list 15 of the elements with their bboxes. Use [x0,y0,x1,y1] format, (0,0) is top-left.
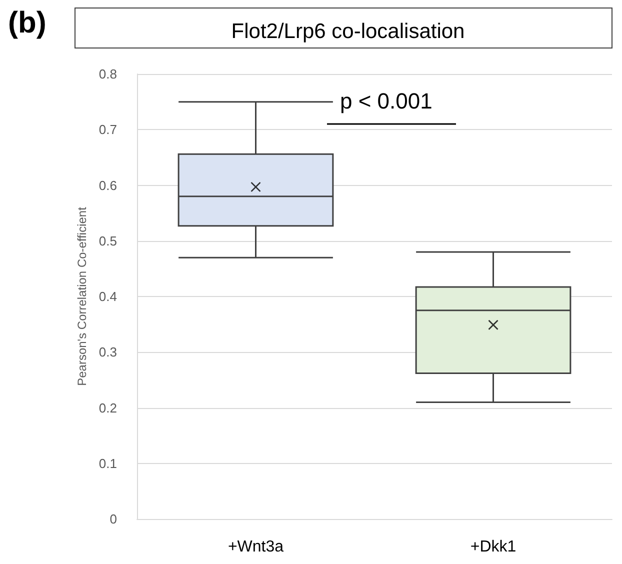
x-tick-label: +Wnt3a [228,538,284,556]
y-tick-label: 0.8 [98,66,117,82]
y-tick-label: 0.7 [98,122,117,138]
y-tick-label: 0.3 [98,344,117,360]
text: (b) [8,6,46,40]
chart-title: Flot2/Lrp6 co-localisation [231,20,465,43]
y-tick-label: 0 [110,512,117,526]
x-tick-label: +Dkk1 [470,538,516,556]
y-axis-title: Pearson's Correlation Co-efficient [75,206,90,386]
y-tick-label: 0.2 [98,400,117,416]
y-tick-label: 0.5 [98,233,117,248]
y-tick-label: 0.6 [98,178,117,193]
annotation: p < 0.001 [340,88,432,114]
y-tick-label: 0.1 [98,456,117,471]
y-tick-label: 0.4 [98,289,117,304]
